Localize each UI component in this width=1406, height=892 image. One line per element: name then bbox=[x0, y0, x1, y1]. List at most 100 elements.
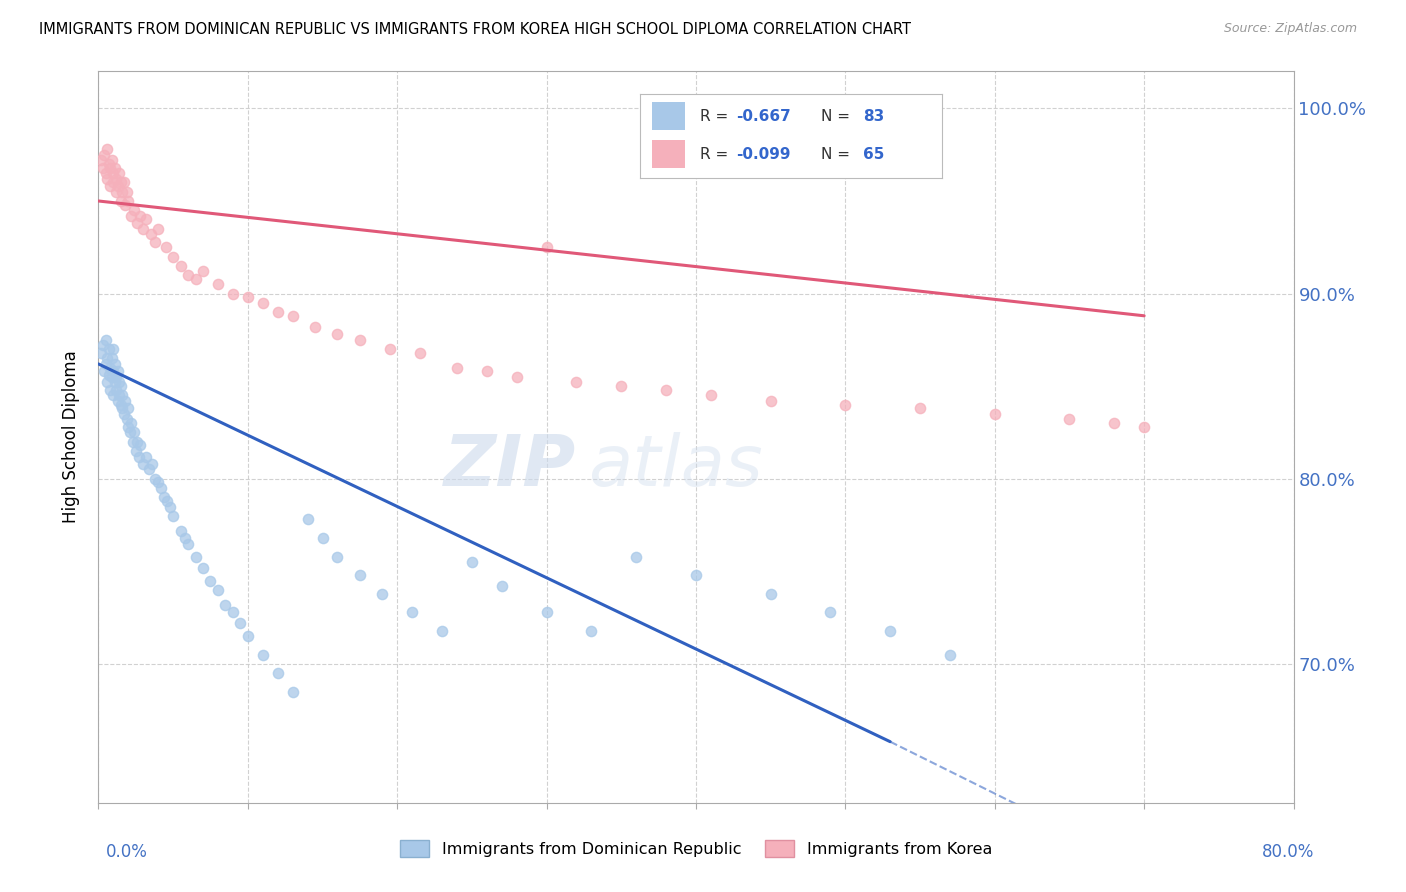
Point bbox=[446, 360, 468, 375]
Point bbox=[111, 185, 134, 199]
Point bbox=[114, 394, 136, 409]
Text: N =: N = bbox=[821, 147, 855, 162]
Point bbox=[104, 357, 127, 371]
Point bbox=[96, 171, 118, 186]
Point bbox=[105, 171, 128, 186]
Y-axis label: High School Diploma: High School Diploma bbox=[62, 351, 80, 524]
Point bbox=[148, 221, 170, 235]
Text: IMMIGRANTS FROM DOMINICAN REPUBLIC VS IMMIGRANTS FROM KOREA HIGH SCHOOL DIPLOMA : IMMIGRANTS FROM DOMINICAN REPUBLIC VS IM… bbox=[39, 22, 911, 37]
Point bbox=[214, 598, 236, 612]
Point bbox=[267, 666, 290, 681]
Point bbox=[105, 383, 128, 397]
Point bbox=[124, 203, 146, 218]
Point bbox=[169, 524, 191, 538]
Point bbox=[98, 360, 122, 375]
Point bbox=[700, 388, 723, 402]
Point bbox=[349, 568, 371, 582]
Point bbox=[107, 179, 129, 194]
Point bbox=[222, 605, 245, 619]
Point bbox=[184, 272, 207, 286]
Point bbox=[834, 398, 856, 412]
Point bbox=[252, 648, 274, 662]
Point bbox=[115, 412, 138, 426]
Point bbox=[759, 586, 782, 600]
Point bbox=[759, 394, 782, 409]
Text: -0.667: -0.667 bbox=[737, 109, 792, 124]
Text: 80.0%: 80.0% bbox=[1263, 843, 1315, 861]
Point bbox=[536, 240, 558, 254]
Point bbox=[491, 579, 513, 593]
Point bbox=[132, 457, 155, 471]
Point bbox=[565, 376, 588, 390]
Point bbox=[177, 268, 200, 282]
Point bbox=[475, 364, 498, 378]
Point bbox=[191, 560, 214, 574]
Point bbox=[107, 394, 129, 409]
Point bbox=[184, 549, 207, 564]
Point bbox=[127, 216, 149, 230]
Point bbox=[506, 370, 529, 384]
Text: 0.0%: 0.0% bbox=[105, 843, 148, 861]
Point bbox=[156, 494, 179, 508]
Point bbox=[408, 346, 430, 360]
Point bbox=[177, 536, 200, 550]
Point bbox=[108, 166, 131, 180]
Point bbox=[207, 582, 229, 597]
Point bbox=[105, 370, 128, 384]
Point bbox=[311, 531, 333, 545]
Point bbox=[97, 342, 120, 356]
Text: Source: ZipAtlas.com: Source: ZipAtlas.com bbox=[1223, 22, 1357, 36]
Point bbox=[984, 407, 1007, 421]
Point bbox=[162, 250, 184, 264]
Point bbox=[304, 319, 326, 334]
Point bbox=[159, 500, 181, 514]
Point bbox=[120, 416, 142, 430]
Text: 65: 65 bbox=[863, 147, 884, 162]
Point bbox=[461, 555, 484, 569]
Point bbox=[96, 351, 118, 366]
Point bbox=[908, 401, 931, 416]
Point bbox=[174, 531, 197, 545]
Point bbox=[94, 357, 117, 371]
Point bbox=[117, 420, 139, 434]
Text: atlas: atlas bbox=[589, 432, 763, 500]
Point bbox=[115, 185, 138, 199]
Point bbox=[655, 383, 678, 397]
Point bbox=[96, 376, 118, 390]
Point bbox=[252, 295, 274, 310]
Point bbox=[94, 166, 117, 180]
Point bbox=[401, 605, 423, 619]
Point bbox=[141, 457, 163, 471]
Point bbox=[104, 376, 127, 390]
Point bbox=[91, 161, 114, 175]
Point bbox=[90, 346, 112, 360]
Point bbox=[108, 376, 131, 390]
Point bbox=[610, 379, 633, 393]
Point bbox=[1133, 420, 1156, 434]
Point bbox=[820, 605, 842, 619]
Point bbox=[111, 388, 134, 402]
Point bbox=[103, 364, 125, 378]
Point bbox=[96, 142, 118, 156]
Point bbox=[155, 240, 177, 254]
Text: R =: R = bbox=[700, 109, 734, 124]
Point bbox=[143, 235, 166, 249]
Point bbox=[104, 161, 127, 175]
Point bbox=[107, 364, 129, 378]
Point bbox=[120, 209, 142, 223]
Point bbox=[118, 425, 141, 440]
Point bbox=[101, 351, 124, 366]
Point bbox=[200, 574, 222, 588]
Point bbox=[129, 438, 152, 452]
Point bbox=[236, 290, 259, 304]
Point bbox=[148, 475, 170, 490]
Point bbox=[162, 508, 184, 523]
Point bbox=[281, 309, 304, 323]
Point bbox=[91, 338, 114, 352]
Point bbox=[103, 388, 125, 402]
Point bbox=[117, 194, 139, 208]
Point bbox=[326, 327, 349, 342]
Point bbox=[103, 166, 125, 180]
Point bbox=[121, 434, 143, 449]
Point bbox=[103, 176, 125, 190]
